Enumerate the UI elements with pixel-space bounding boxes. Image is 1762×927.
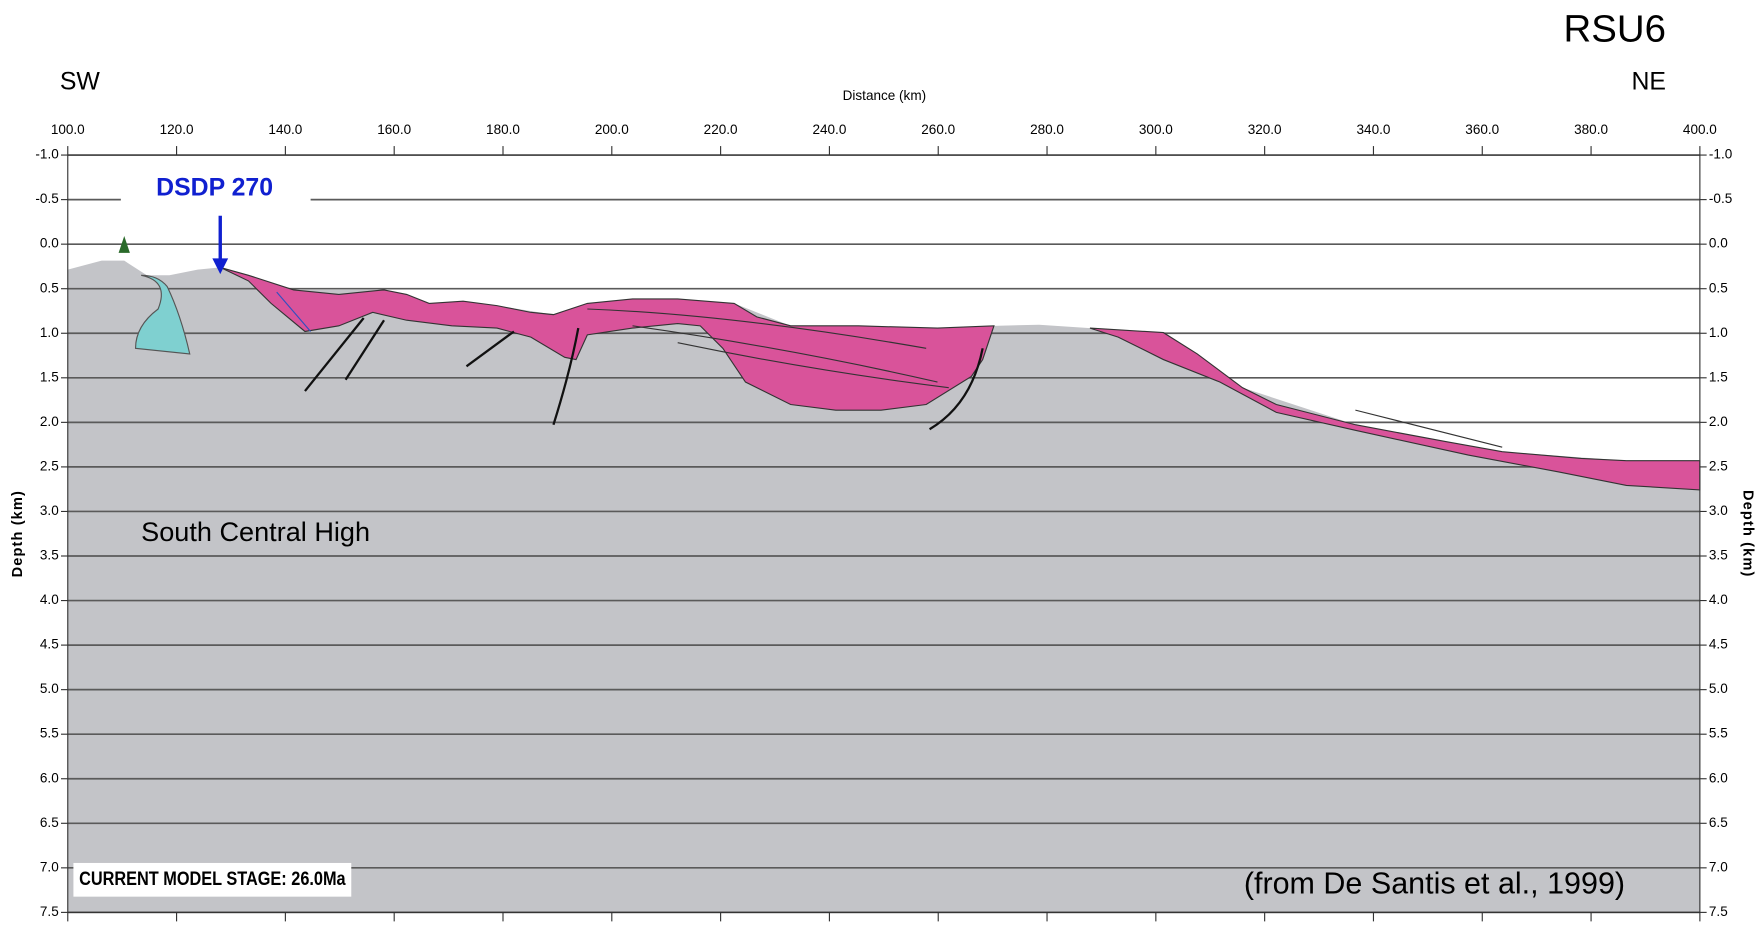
x-tick-label: 320.0 — [1248, 122, 1282, 137]
y-tick-label: 2.5 — [1709, 458, 1728, 473]
y-tick-label: -1.0 — [1709, 147, 1732, 162]
x-tick-label: 340.0 — [1357, 122, 1391, 137]
y-tick-label: 7.5 — [40, 904, 59, 919]
y-tick-label: 5.0 — [1709, 681, 1728, 696]
y-tick-label: 6.5 — [1709, 815, 1728, 830]
y-tick-label: 4.0 — [40, 592, 59, 607]
y-tick-label: 0.0 — [40, 236, 59, 251]
y-tick-label: 5.5 — [40, 726, 59, 741]
y-tick-label: 1.0 — [40, 325, 59, 340]
y-tick-label: 3.0 — [40, 503, 59, 518]
section: DSDP 270 RSU6 SW NE Distance (km) Depth … — [0, 0, 1762, 927]
x-tick-label: 300.0 — [1139, 122, 1173, 137]
x-tick-label: 120.0 — [160, 122, 194, 137]
direction-label: NE — [1631, 69, 1665, 96]
x-tick-label: 220.0 — [704, 122, 738, 137]
x-tick-label: 400.0 — [1683, 122, 1717, 137]
x-tick-label: 100.0 — [51, 122, 85, 137]
x-tick-label: 360.0 — [1465, 122, 1499, 137]
y-tick-label: 1.5 — [1709, 369, 1728, 384]
y-tick-label: 2.0 — [1709, 414, 1728, 429]
y-tick-label: 4.0 — [1709, 592, 1728, 607]
y-tick-label: 2.5 — [40, 458, 59, 473]
x-tick-label: 380.0 — [1574, 122, 1608, 137]
y-tick-label: 4.5 — [1709, 637, 1728, 652]
x-tick-label: 180.0 — [486, 122, 520, 137]
y-tick-label: 3.0 — [1709, 503, 1728, 518]
y-tick-label: 0.0 — [1709, 236, 1728, 251]
x-tick-label: 200.0 — [595, 122, 629, 137]
y-tick-label: 0.5 — [40, 280, 59, 295]
y-tick-label: -1.0 — [35, 147, 58, 162]
y-tick-label: 6.5 — [40, 815, 59, 830]
source-label: (from De Santis et al., 1999) — [1244, 867, 1625, 901]
x-tick-label: 160.0 — [377, 122, 411, 137]
y-tick-label: 5.5 — [1709, 726, 1728, 741]
y-tick-label: 2.0 — [40, 414, 59, 429]
y-axis-label: Depth (km) — [10, 490, 26, 577]
x-tick-label: 260.0 — [921, 122, 955, 137]
y-tick-label: 3.5 — [40, 548, 59, 563]
y-tick-label: -0.5 — [1709, 191, 1732, 206]
y-tick-label: 5.0 — [40, 681, 59, 696]
x-tick-label: 240.0 — [812, 122, 846, 137]
y-tick-label: 7.0 — [1709, 859, 1728, 874]
well-label: DSDP 270 — [156, 174, 273, 201]
y-tick-label: 0.5 — [1709, 280, 1728, 295]
y-tick-label: 3.5 — [1709, 548, 1728, 563]
y-tick-label: -0.5 — [35, 191, 58, 206]
x-tick-label: 140.0 — [268, 122, 302, 137]
x-axis-label: Distance (km) — [843, 88, 926, 103]
stage-label: CURRENT MODEL STAGE: 26.0Ma — [79, 869, 346, 890]
x-tick-label: 280.0 — [1030, 122, 1064, 137]
y-tick-label: 6.0 — [1709, 770, 1728, 785]
y-tick-label: 1.0 — [1709, 325, 1728, 340]
y-tick-label: 7.5 — [1709, 904, 1728, 919]
region-label: South Central High — [141, 517, 370, 547]
y-tick-label: 7.0 — [40, 859, 59, 874]
y-axis-label: Depth (km) — [1739, 490, 1755, 577]
y-tick-label: 4.5 — [40, 637, 59, 652]
direction-label: SW — [60, 69, 101, 96]
y-tick-label: 6.0 — [40, 770, 59, 785]
title: RSU6 — [1564, 8, 1666, 51]
y-tick-label: 1.5 — [40, 369, 59, 384]
